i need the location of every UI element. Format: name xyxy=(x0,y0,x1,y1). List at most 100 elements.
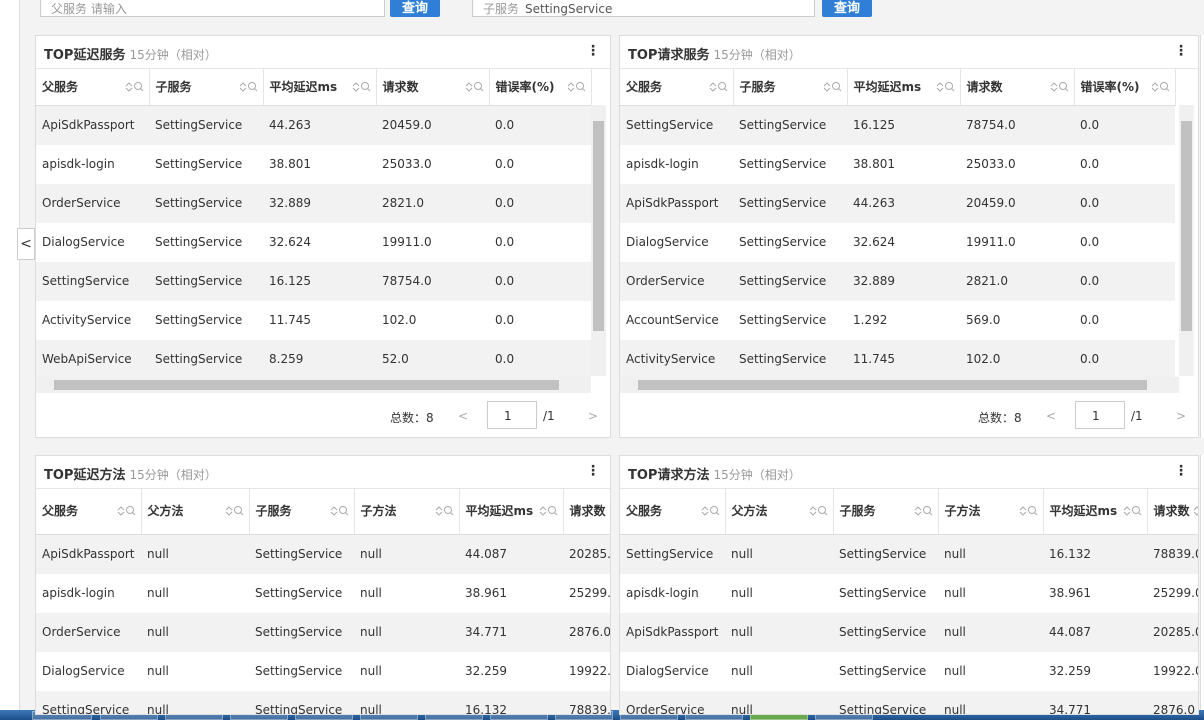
data-table: 父服务 父方法 子服务 子方法 平均延迟ms 请求数 ApiSdkPassport null S… xyxy=(36,489,612,714)
column-header[interactable]: 父服务 xyxy=(620,489,726,535)
sort-filter-icon[interactable] xyxy=(1048,81,1070,93)
table-cell: 16.125 xyxy=(847,105,960,145)
panel-menu[interactable]: ⋮ xyxy=(586,463,600,479)
table-cell: 38.961 xyxy=(465,586,507,600)
column-header[interactable]: 平均延迟ms xyxy=(847,69,961,106)
table-cell: 34.771 xyxy=(459,612,563,652)
prev-page[interactable]: < xyxy=(458,409,469,423)
child-service-input[interactable]: 子服务 SettingService xyxy=(472,0,815,17)
table-cell: SettingService xyxy=(733,339,847,379)
sort-filter-icon[interactable] xyxy=(912,505,934,517)
column-header[interactable]: 父服务 xyxy=(36,69,150,106)
table-cell: DialogService xyxy=(626,235,709,249)
table-row: WebApiService SettingService 8.259 52.0 0.0 xyxy=(36,339,591,379)
table-row: DialogService SettingService 32.624 19911.0… xyxy=(36,223,591,262)
page-input[interactable]: 1 xyxy=(487,401,537,429)
data-table: 父服务 父方法 子服务 子方法 平均延迟ms 请求数 SettingService null S… xyxy=(620,489,1200,714)
panel-menu[interactable]: ⋮ xyxy=(586,43,600,59)
column-header[interactable]: 平均延迟ms xyxy=(1043,489,1148,535)
column-header[interactable]: 父方法 xyxy=(725,489,834,535)
next-page[interactable]: > xyxy=(588,409,599,423)
table-cell: 102.0 xyxy=(382,313,417,327)
column-header[interactable]: 父服务 xyxy=(36,489,142,535)
sort-filter-icon[interactable] xyxy=(699,505,721,517)
table-cell: SettingService xyxy=(833,612,938,652)
sort-filter-icon[interactable] xyxy=(1191,505,1200,517)
sort-filter-icon[interactable] xyxy=(463,81,485,93)
sort-filter-icon[interactable] xyxy=(537,505,559,517)
sort-filter-icon[interactable] xyxy=(607,505,612,517)
column-header[interactable]: 子服务 xyxy=(733,69,848,106)
panel: TOP请求服务 15分钟（相对） ⋮ 父服务 子服务 平均延迟ms 请求数 错误率(%) Set… xyxy=(619,35,1199,438)
column-header[interactable]: 请求数 xyxy=(563,489,612,535)
column-header[interactable]: 子服务 xyxy=(149,69,264,106)
sort-filter-icon[interactable] xyxy=(433,505,455,517)
column-header[interactable]: 父方法 xyxy=(141,489,250,535)
sort-filter-icon[interactable] xyxy=(237,81,259,93)
table-cell: 38.801 xyxy=(269,157,311,171)
table-cell: null xyxy=(141,534,249,574)
table-row: AccountService SettingService 1.292 569.0 0.… xyxy=(620,301,1175,340)
parent-service-input[interactable]: 父服务 请输入 xyxy=(40,0,385,17)
table-row: OrderService SettingService 32.889 2821.0 0.… xyxy=(620,261,1175,301)
next-panel-edge xyxy=(1200,35,1204,438)
table-cell: 44.087 xyxy=(1043,612,1147,652)
panel-menu[interactable]: ⋮ xyxy=(1174,43,1188,59)
column-header[interactable]: 子方法 xyxy=(354,489,460,535)
scroll-thumb[interactable] xyxy=(593,121,604,331)
panel-header: TOP请求方法 15分钟（相对） ⋮ xyxy=(620,456,1198,489)
sort-filter-icon[interactable] xyxy=(123,81,145,93)
table-cell: 78839.0 xyxy=(1147,534,1198,574)
scroll-thumb[interactable] xyxy=(638,380,1147,390)
search-button[interactable]: 查询 xyxy=(390,0,440,17)
column-header[interactable]: 子服务 xyxy=(249,489,355,535)
table-row: DialogService null SettingService null 32.25… xyxy=(620,652,1198,691)
column-header[interactable]: 请求数 xyxy=(376,69,490,106)
panel-menu[interactable]: ⋮ xyxy=(1174,463,1188,479)
sort-filter-icon[interactable] xyxy=(1121,505,1143,517)
column-header[interactable]: 请求数 xyxy=(960,69,1075,106)
page-input[interactable]: 1 xyxy=(1075,401,1125,429)
sort-filter-icon[interactable] xyxy=(934,81,956,93)
table-cell: SettingService xyxy=(839,664,927,678)
sort-filter-icon[interactable] xyxy=(807,505,829,517)
table-cell: apisdk-login xyxy=(626,586,699,600)
sort-filter-icon[interactable] xyxy=(821,81,843,93)
sort-filter-icon[interactable] xyxy=(328,505,350,517)
column-header[interactable]: 请求数 xyxy=(1147,489,1200,535)
panel-title: TOP延迟方法 15分钟（相对） xyxy=(44,464,217,483)
header-row: 父服务 父方法 子服务 子方法 平均延迟ms 请求数 xyxy=(620,489,1200,535)
table-cell: null xyxy=(944,586,966,600)
search-button[interactable]: 查询 xyxy=(822,0,872,17)
column-header[interactable]: 父服务 xyxy=(620,69,734,106)
table-cell: OrderService xyxy=(620,690,725,714)
next-page[interactable]: > xyxy=(1176,409,1187,423)
total-count: 总数：8 xyxy=(390,411,434,425)
table-cell: 0.0 xyxy=(489,339,591,379)
column-header[interactable]: 子方法 xyxy=(938,489,1044,535)
sort-filter-icon[interactable] xyxy=(565,81,587,93)
column-header[interactable]: 平均延迟ms xyxy=(263,69,377,106)
sidebar-toggle[interactable]: < xyxy=(17,228,35,260)
sort-filter-icon[interactable] xyxy=(223,505,245,517)
panel-title-text: TOP请求服务 xyxy=(628,48,710,63)
prev-page[interactable]: < xyxy=(1046,409,1057,423)
scroll-thumb[interactable] xyxy=(1181,121,1192,331)
table-cell: DialogService xyxy=(626,664,709,678)
column-header[interactable]: 平均延迟ms xyxy=(459,489,564,535)
sort-filter-icon[interactable] xyxy=(707,81,729,93)
data-table: 父服务 子服务 平均延迟ms 请求数 错误率(%) ApiSdkPassport Setti… xyxy=(36,69,592,379)
scroll-thumb[interactable] xyxy=(54,380,559,390)
sort-filter-icon[interactable] xyxy=(350,81,372,93)
table-cell: 52.0 xyxy=(376,339,489,379)
sort-filter-icon[interactable] xyxy=(1017,505,1039,517)
panel-title: TOP请求方法 15分钟（相对） xyxy=(628,464,801,483)
sort-filter-icon[interactable] xyxy=(115,505,137,517)
column-header[interactable]: 错误率(%) xyxy=(489,69,592,106)
table-cell: 25299.0 xyxy=(569,586,611,600)
column-header[interactable]: 错误率(%) xyxy=(1074,69,1176,106)
sort-filter-icon[interactable] xyxy=(1149,81,1171,93)
table-cell: 0.0 xyxy=(1080,157,1100,171)
column-header[interactable]: 子服务 xyxy=(833,489,939,535)
input-label: 子服务 xyxy=(483,2,520,16)
